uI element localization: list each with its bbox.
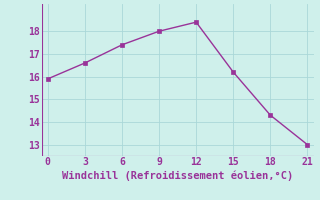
X-axis label: Windchill (Refroidissement éolien,°C): Windchill (Refroidissement éolien,°C) [62, 170, 293, 181]
